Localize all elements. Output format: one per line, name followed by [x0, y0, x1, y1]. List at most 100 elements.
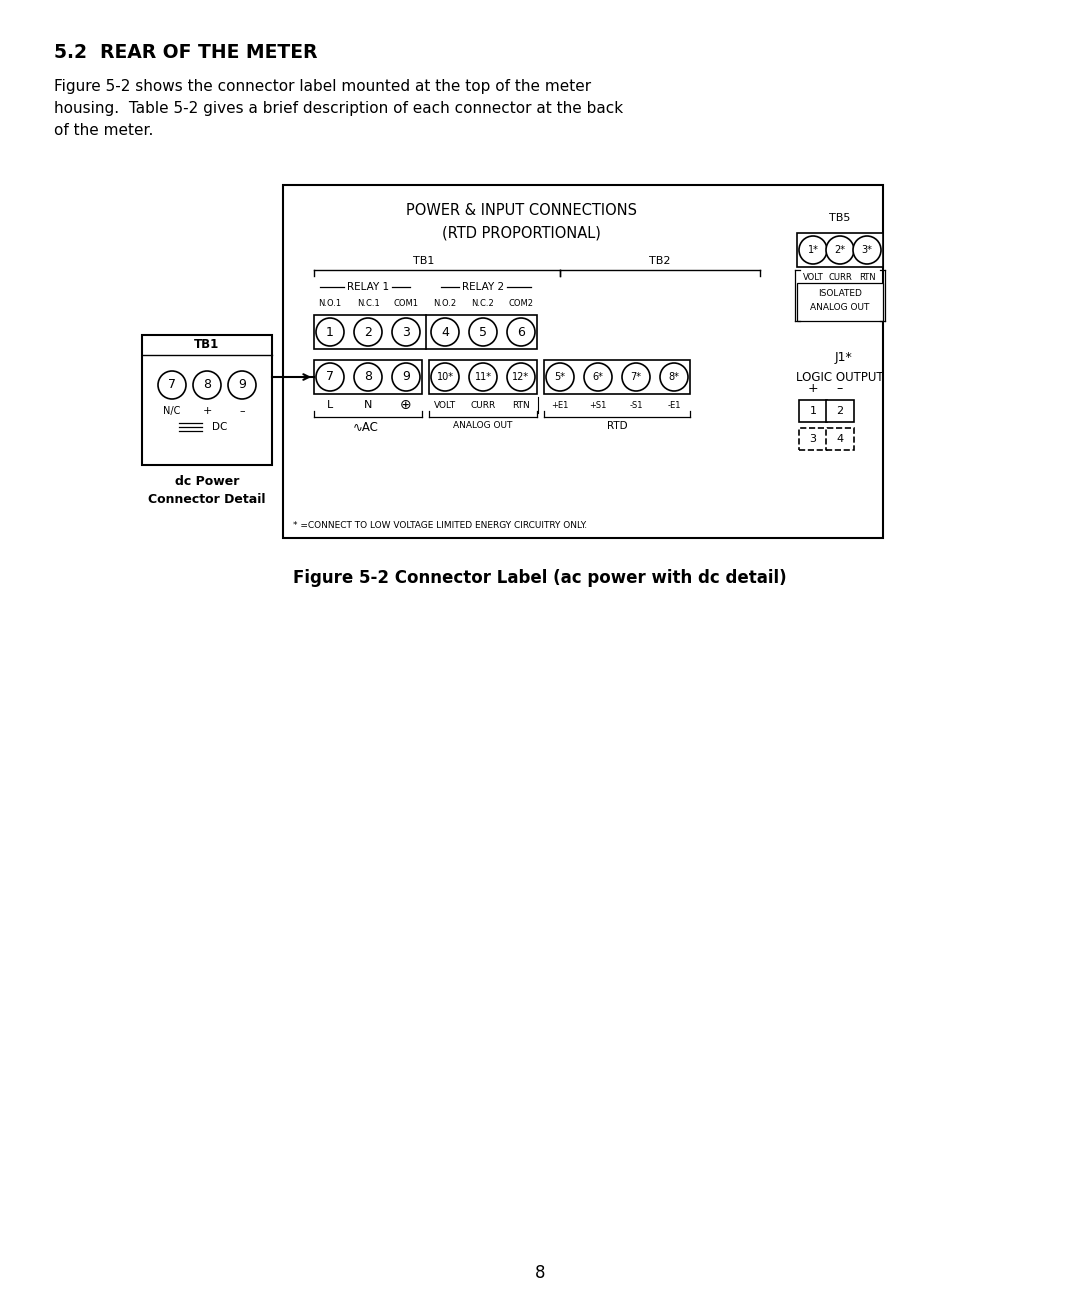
- Text: * =CONNECT TO LOW VOLTAGE LIMITED ENERGY CIRCUITRY ONLY.: * =CONNECT TO LOW VOLTAGE LIMITED ENERGY…: [293, 522, 588, 531]
- Text: N.O.2: N.O.2: [433, 299, 457, 308]
- Circle shape: [354, 363, 382, 391]
- Bar: [314, 315, 537, 349]
- Text: 2: 2: [836, 406, 843, 416]
- Circle shape: [507, 319, 535, 346]
- Text: TB1: TB1: [414, 256, 434, 266]
- Bar: [797, 233, 883, 267]
- Text: 10*: 10*: [436, 372, 454, 382]
- Text: 5.2  REAR OF THE METER: 5.2 REAR OF THE METER: [54, 43, 318, 62]
- Text: 7*: 7*: [631, 372, 642, 382]
- Circle shape: [158, 371, 186, 399]
- Bar: [826, 400, 854, 422]
- Text: 8: 8: [535, 1264, 545, 1282]
- Text: RELAY 2: RELAY 2: [462, 282, 504, 292]
- Text: 5: 5: [480, 325, 487, 338]
- Text: CURR: CURR: [828, 274, 852, 282]
- Text: Figure 5-2 shows the connector label mounted at the top of the meter: Figure 5-2 shows the connector label mou…: [54, 79, 591, 94]
- Bar: [797, 283, 883, 321]
- Text: CURR: CURR: [471, 400, 496, 409]
- Text: 3: 3: [810, 434, 816, 444]
- Circle shape: [354, 319, 382, 346]
- Text: (RTD PROPORTIONAL): (RTD PROPORTIONAL): [442, 225, 600, 240]
- Text: RTN: RTN: [512, 400, 530, 409]
- Circle shape: [584, 363, 612, 391]
- Text: 12*: 12*: [512, 372, 529, 382]
- Text: J1*: J1*: [835, 351, 853, 364]
- Bar: [429, 361, 537, 395]
- Text: COM1: COM1: [393, 299, 419, 308]
- Circle shape: [469, 319, 497, 346]
- Text: ∿AC: ∿AC: [353, 421, 379, 434]
- Text: L: L: [327, 400, 333, 410]
- Text: 7: 7: [168, 379, 176, 392]
- Text: 4: 4: [441, 325, 449, 338]
- Circle shape: [316, 319, 345, 346]
- Bar: [826, 427, 854, 450]
- Text: N.O.1: N.O.1: [319, 299, 341, 308]
- Text: DC: DC: [212, 422, 228, 433]
- Text: 6: 6: [517, 325, 525, 338]
- Text: 1: 1: [326, 325, 334, 338]
- Text: -S1: -S1: [630, 400, 643, 409]
- Text: +E1: +E1: [551, 400, 569, 409]
- Text: housing.  Table 5-2 gives a brief description of each connector at the back: housing. Table 5-2 gives a brief descrip…: [54, 101, 623, 115]
- Text: 3: 3: [402, 325, 410, 338]
- Text: N.C.1: N.C.1: [356, 299, 379, 308]
- Text: LOGIC OUTPUT: LOGIC OUTPUT: [796, 371, 883, 384]
- Text: ⊕: ⊕: [401, 399, 411, 412]
- Circle shape: [316, 363, 345, 391]
- Bar: [799, 400, 827, 422]
- Text: RELAY 1: RELAY 1: [347, 282, 389, 292]
- Circle shape: [392, 363, 420, 391]
- Text: ISOLATED: ISOLATED: [818, 288, 862, 298]
- Text: 6*: 6*: [593, 372, 604, 382]
- Text: N/C: N/C: [163, 406, 180, 416]
- Text: -E1: -E1: [667, 400, 680, 409]
- Text: RTN: RTN: [859, 274, 875, 282]
- Text: 2: 2: [364, 325, 372, 338]
- Text: Connector Detail: Connector Detail: [148, 493, 266, 506]
- Bar: [141, 336, 272, 465]
- Text: 8*: 8*: [669, 372, 679, 382]
- Circle shape: [826, 236, 854, 264]
- Text: 9: 9: [238, 379, 246, 392]
- Text: 9: 9: [402, 371, 410, 384]
- Text: 2*: 2*: [835, 245, 846, 256]
- Text: 3*: 3*: [862, 245, 873, 256]
- Text: POWER & INPUT CONNECTIONS: POWER & INPUT CONNECTIONS: [406, 203, 637, 218]
- Text: 7: 7: [326, 371, 334, 384]
- Text: 1*: 1*: [808, 245, 819, 256]
- Text: 1: 1: [810, 406, 816, 416]
- Text: VOLT: VOLT: [802, 274, 823, 282]
- Text: 5*: 5*: [554, 372, 566, 382]
- Text: COM2: COM2: [509, 299, 534, 308]
- Text: of the meter.: of the meter.: [54, 123, 153, 138]
- Text: ANALOG OUT: ANALOG OUT: [454, 421, 513, 430]
- Text: 4: 4: [836, 434, 843, 444]
- Text: RTD: RTD: [607, 421, 627, 431]
- Text: TB5: TB5: [829, 212, 851, 223]
- Bar: [283, 185, 883, 538]
- Circle shape: [431, 363, 459, 391]
- Text: 8: 8: [203, 379, 211, 392]
- Circle shape: [431, 319, 459, 346]
- Text: –: –: [239, 406, 245, 416]
- Text: ANALOG OUT: ANALOG OUT: [810, 304, 869, 312]
- Circle shape: [546, 363, 573, 391]
- Text: TB2: TB2: [649, 256, 671, 266]
- Text: N: N: [364, 400, 373, 410]
- Text: N.C.2: N.C.2: [472, 299, 495, 308]
- Circle shape: [193, 371, 221, 399]
- Circle shape: [622, 363, 650, 391]
- Text: dc Power: dc Power: [175, 475, 239, 488]
- Circle shape: [660, 363, 688, 391]
- Text: +: +: [202, 406, 212, 416]
- Circle shape: [507, 363, 535, 391]
- Text: TB1: TB1: [194, 338, 219, 351]
- Text: +S1: +S1: [590, 400, 607, 409]
- Circle shape: [469, 363, 497, 391]
- Bar: [544, 361, 690, 395]
- Text: 11*: 11*: [474, 372, 491, 382]
- Circle shape: [228, 371, 256, 399]
- Circle shape: [392, 319, 420, 346]
